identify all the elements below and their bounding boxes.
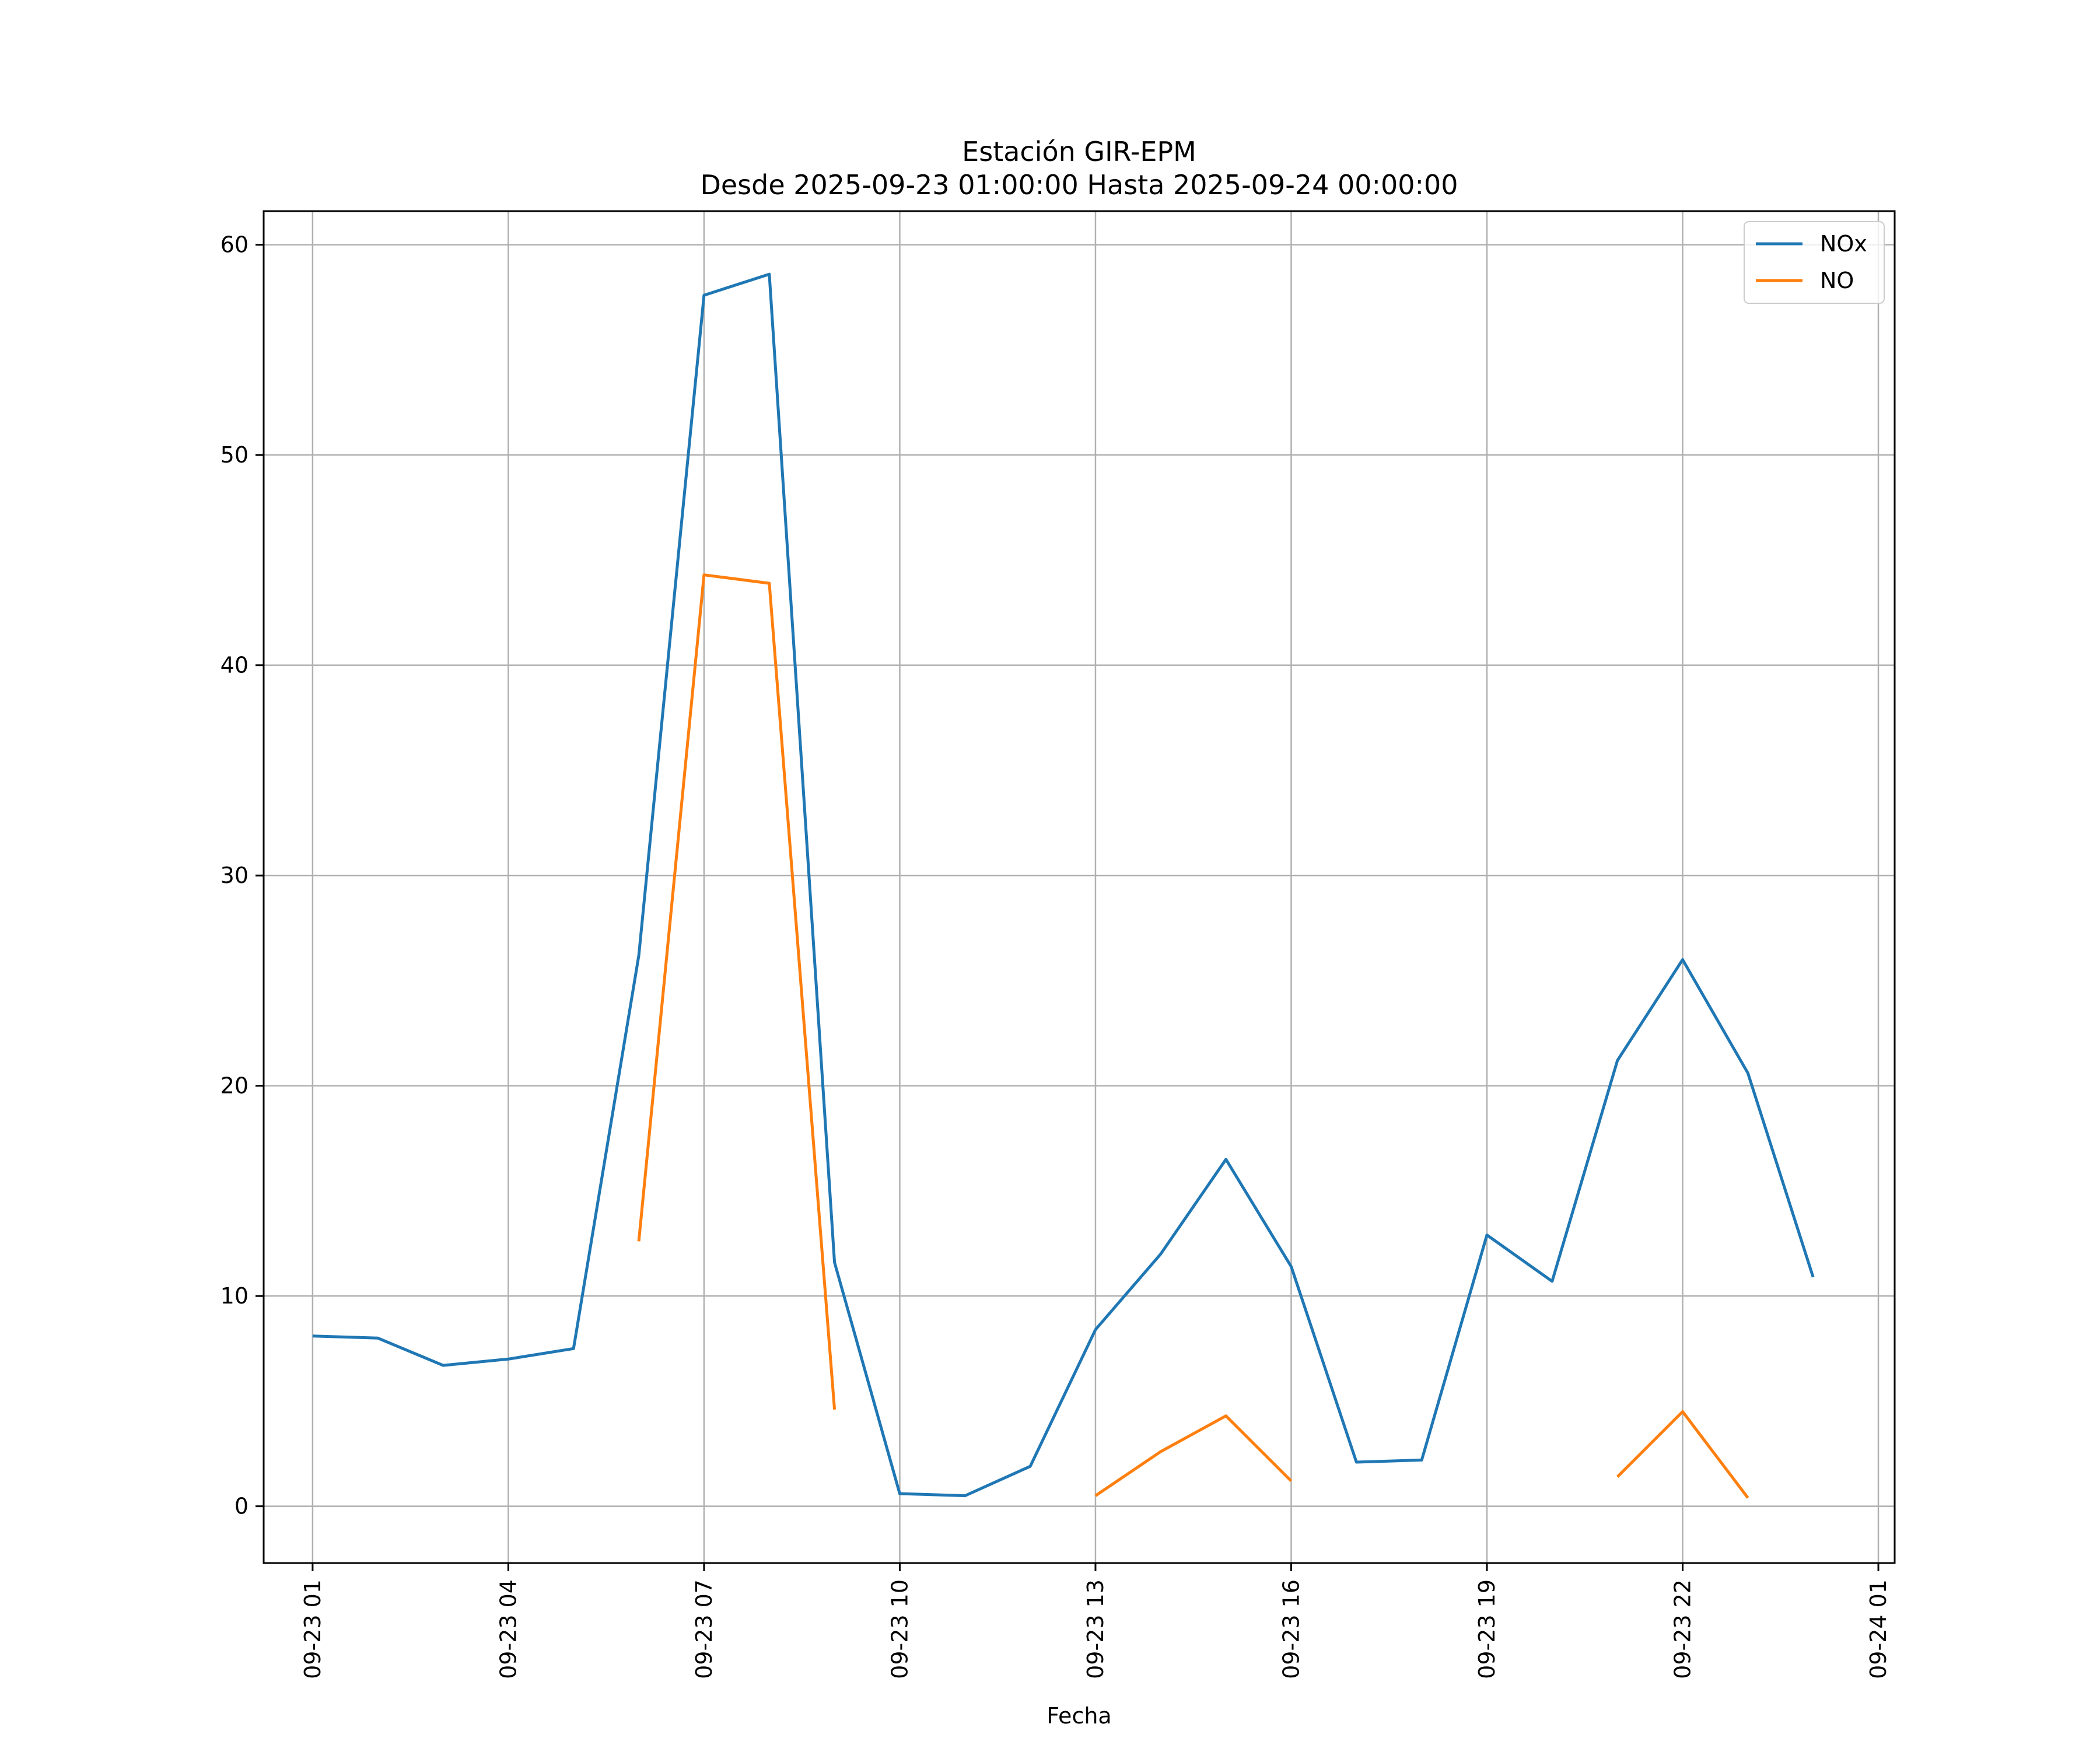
x-tick-label: 09-23 10 bbox=[887, 1579, 912, 1679]
x-tick-label: 09-23 13 bbox=[1083, 1579, 1108, 1679]
chart-title: Estación GIR-EPM bbox=[962, 136, 1196, 167]
series-no bbox=[637, 573, 1749, 1499]
x-tick-label: 09-24 01 bbox=[1866, 1579, 1891, 1679]
plot-frame bbox=[262, 210, 1896, 1564]
y-tick-label: 60 bbox=[220, 232, 249, 258]
series-line-no bbox=[637, 573, 836, 1410]
series-layer bbox=[312, 272, 1815, 1499]
x-tick-label: 09-23 04 bbox=[495, 1579, 521, 1679]
y-tick-label: 40 bbox=[220, 653, 249, 678]
x-axis-label: Fecha bbox=[1046, 1703, 1111, 1729]
x-tick-label: 09-23 19 bbox=[1474, 1579, 1500, 1679]
legend-box bbox=[1744, 221, 1885, 304]
x-tick-label: 09-23 07 bbox=[691, 1579, 717, 1679]
x-tick-label: 09-23 22 bbox=[1670, 1579, 1696, 1679]
x-tick-label: 09-23 01 bbox=[300, 1579, 326, 1679]
y-tick-label: 50 bbox=[220, 442, 249, 468]
series-line-no bbox=[1094, 1414, 1293, 1497]
y-tick-label: 10 bbox=[220, 1283, 249, 1309]
axes-layer: 0 10 20 30 40 50 60 09-23 01 09-23 04 09-23 07 09-… bbox=[220, 210, 1896, 1679]
series-nox bbox=[312, 272, 1815, 1498]
series-line-nox bbox=[312, 272, 1815, 1498]
y-tick-label: 20 bbox=[220, 1073, 249, 1099]
legend: NOx NO bbox=[1744, 221, 1885, 304]
grid-layer bbox=[264, 211, 1895, 1563]
y-tick-label: 30 bbox=[220, 863, 249, 888]
legend-label-nox: NOx bbox=[1820, 231, 1867, 257]
x-tick-label: 09-23 16 bbox=[1278, 1579, 1304, 1679]
y-tick-label: 0 bbox=[235, 1494, 249, 1519]
series-line-no bbox=[1616, 1410, 1749, 1499]
legend-label-no: NO bbox=[1820, 268, 1854, 293]
chart-subtitle: Desde 2025-09-23 01:00:00 Hasta 2025-09-… bbox=[700, 169, 1458, 201]
